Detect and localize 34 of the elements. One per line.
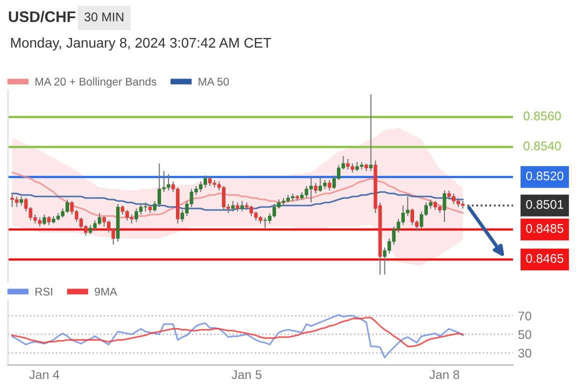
candlestick — [318, 176, 322, 193]
text: Monday, January 8, 2024 3:07:42 AM CET — [11, 38, 272, 50]
ref-line-label: 0.8485 — [526, 224, 564, 233]
y-tick-label: 30 — [518, 348, 532, 358]
y-tick-label: 50 — [518, 330, 532, 340]
chart-subtitle: 30 MIN — [84, 12, 124, 22]
line-series — [11, 316, 464, 348]
x-tick-label: Jan 5 — [232, 370, 262, 380]
legend-label: MA 20 + Bollinger Bands — [36, 77, 156, 88]
x-tick-label: Jan 4 — [29, 370, 60, 380]
candlestick — [314, 182, 318, 194]
ref-line-label: 0.8560 — [524, 112, 561, 120]
chart-title: USD/CHF — [8, 10, 76, 22]
candlestick — [369, 94, 373, 172]
ref-line-label: 0.8540 — [524, 142, 561, 150]
ref-line-label: 0.8501 — [526, 200, 564, 209]
candlestick — [231, 200, 235, 212]
candlestick — [442, 190, 446, 223]
candlestick — [328, 179, 332, 192]
x-tick-label: Jan 8 — [429, 370, 460, 380]
line-series — [11, 314, 464, 358]
candlestick — [130, 214, 134, 224]
legend-label: 9MA — [94, 288, 118, 296]
candlestick — [240, 200, 244, 212]
candlestick — [290, 192, 294, 202]
candlestick — [410, 208, 414, 226]
legend-label: RSI — [36, 288, 52, 296]
y-tick-label: 70 — [518, 312, 532, 320]
candlestick — [42, 214, 46, 226]
legend-label: MA 50 — [198, 78, 229, 86]
candlestick — [134, 208, 138, 223]
ref-line-label: 0.8465 — [526, 254, 564, 263]
ref-line-label: 0.8520 — [526, 172, 564, 180]
candlestick — [14, 196, 18, 208]
